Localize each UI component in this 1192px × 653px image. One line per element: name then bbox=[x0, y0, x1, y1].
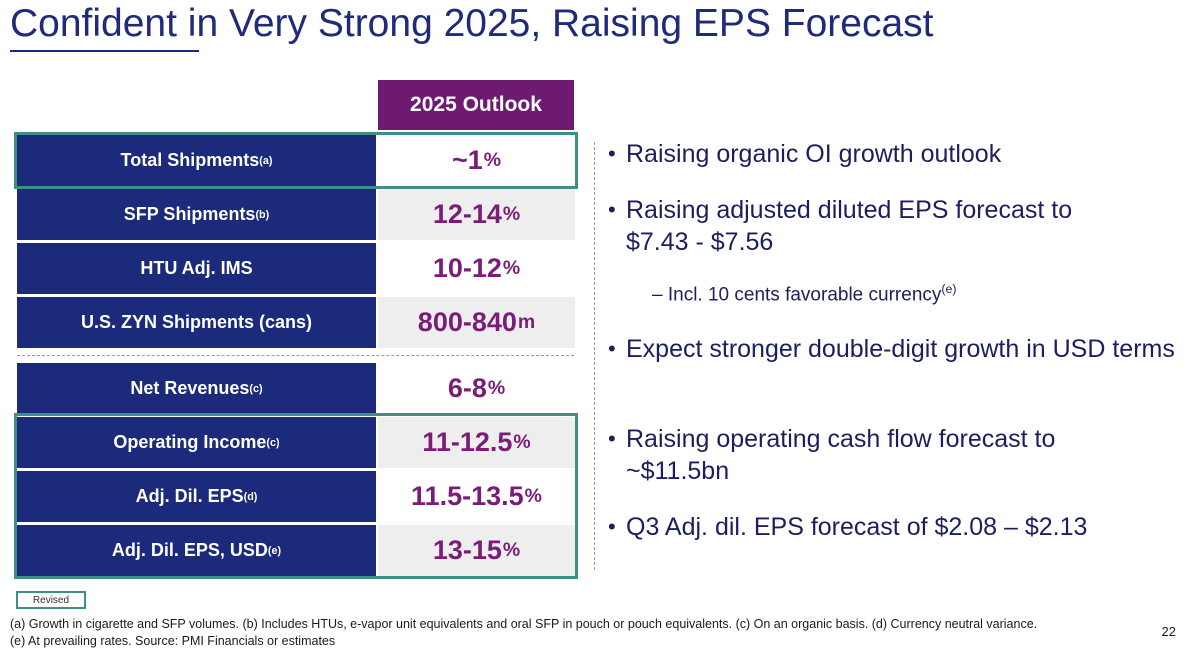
row-label: Net Revenues (c) bbox=[17, 363, 376, 414]
bullet-item: • Raising operating cash flow forecast t… bbox=[608, 425, 1056, 485]
bullet-dot-icon: • bbox=[608, 514, 616, 539]
page-number: 22 bbox=[1161, 624, 1176, 639]
title-underline bbox=[10, 50, 199, 52]
row-label: U.S. ZYN Shipments (cans) bbox=[17, 297, 376, 348]
sub-bullet: – Incl. 10 cents favorable currency(e) bbox=[652, 282, 957, 306]
column-divider bbox=[594, 142, 595, 570]
outlook-header: 2025 Outlook bbox=[378, 80, 574, 130]
bullet-item: • Raising adjusted diluted EPS forecast … bbox=[608, 196, 1073, 256]
row-value: 6-8% bbox=[378, 363, 575, 414]
bullet-dot-icon: • bbox=[608, 426, 616, 451]
footnote-line-2: (e) At prevailing rates. Source: PMI Fin… bbox=[10, 634, 336, 648]
bullet-dot-icon: • bbox=[608, 197, 616, 222]
bullet-item: • Expect stronger double-digit growth in… bbox=[608, 335, 1175, 363]
row-label: Operating Income (c) bbox=[17, 417, 376, 468]
row-label: HTU Adj. IMS bbox=[17, 243, 376, 294]
table-row-total-shipments: Total Shipments (a) ~1% bbox=[17, 135, 575, 186]
row-value: 12-14% bbox=[378, 189, 575, 240]
row-value: 13-15% bbox=[378, 525, 575, 576]
table-row-zyn-shipments: U.S. ZYN Shipments (cans) 800-840 m bbox=[17, 297, 575, 348]
footnote-line-1: (a) Growth in cigarette and SFP volumes.… bbox=[10, 617, 1038, 631]
row-label: Adj. Dil. EPS (d) bbox=[17, 471, 376, 522]
page-title: Confident in Very Strong 2025, Raising E… bbox=[10, 2, 934, 45]
row-label: SFP Shipments (b) bbox=[17, 189, 376, 240]
table-row-htu-adj-ims: HTU Adj. IMS 10-12% bbox=[17, 243, 575, 294]
row-value: 11.5-13.5% bbox=[378, 471, 575, 522]
row-value: 11-12.5% bbox=[378, 417, 575, 468]
bullet-item: • Q3 Adj. dil. EPS forecast of $2.08 – $… bbox=[608, 513, 1088, 541]
bullet-item: • Raising organic OI growth outlook bbox=[608, 140, 1002, 168]
table-row-net-revenues: Net Revenues (c) 6-8% bbox=[17, 363, 575, 414]
table-row-sfp-shipments: SFP Shipments (b) 12-14% bbox=[17, 189, 575, 240]
row-value: 10-12% bbox=[378, 243, 575, 294]
table-divider bbox=[17, 355, 574, 356]
row-label: Total Shipments (a) bbox=[17, 135, 376, 186]
table-row-adj-dil-eps: Adj. Dil. EPS (d) 11.5-13.5% bbox=[17, 471, 575, 522]
table-row-operating-income: Operating Income (c) 11-12.5% bbox=[17, 417, 575, 468]
bullet-dot-icon: • bbox=[608, 336, 616, 361]
row-value: 800-840 m bbox=[378, 297, 575, 348]
dash-icon: – bbox=[652, 284, 663, 306]
table-row-adj-dil-eps-usd: Adj. Dil. EPS, USD (e) 13-15% bbox=[17, 525, 575, 576]
bullet-dot-icon: • bbox=[608, 141, 616, 166]
row-value: ~1% bbox=[378, 135, 575, 186]
revised-legend: Revised bbox=[16, 591, 86, 609]
row-label: Adj. Dil. EPS, USD (e) bbox=[17, 525, 376, 576]
